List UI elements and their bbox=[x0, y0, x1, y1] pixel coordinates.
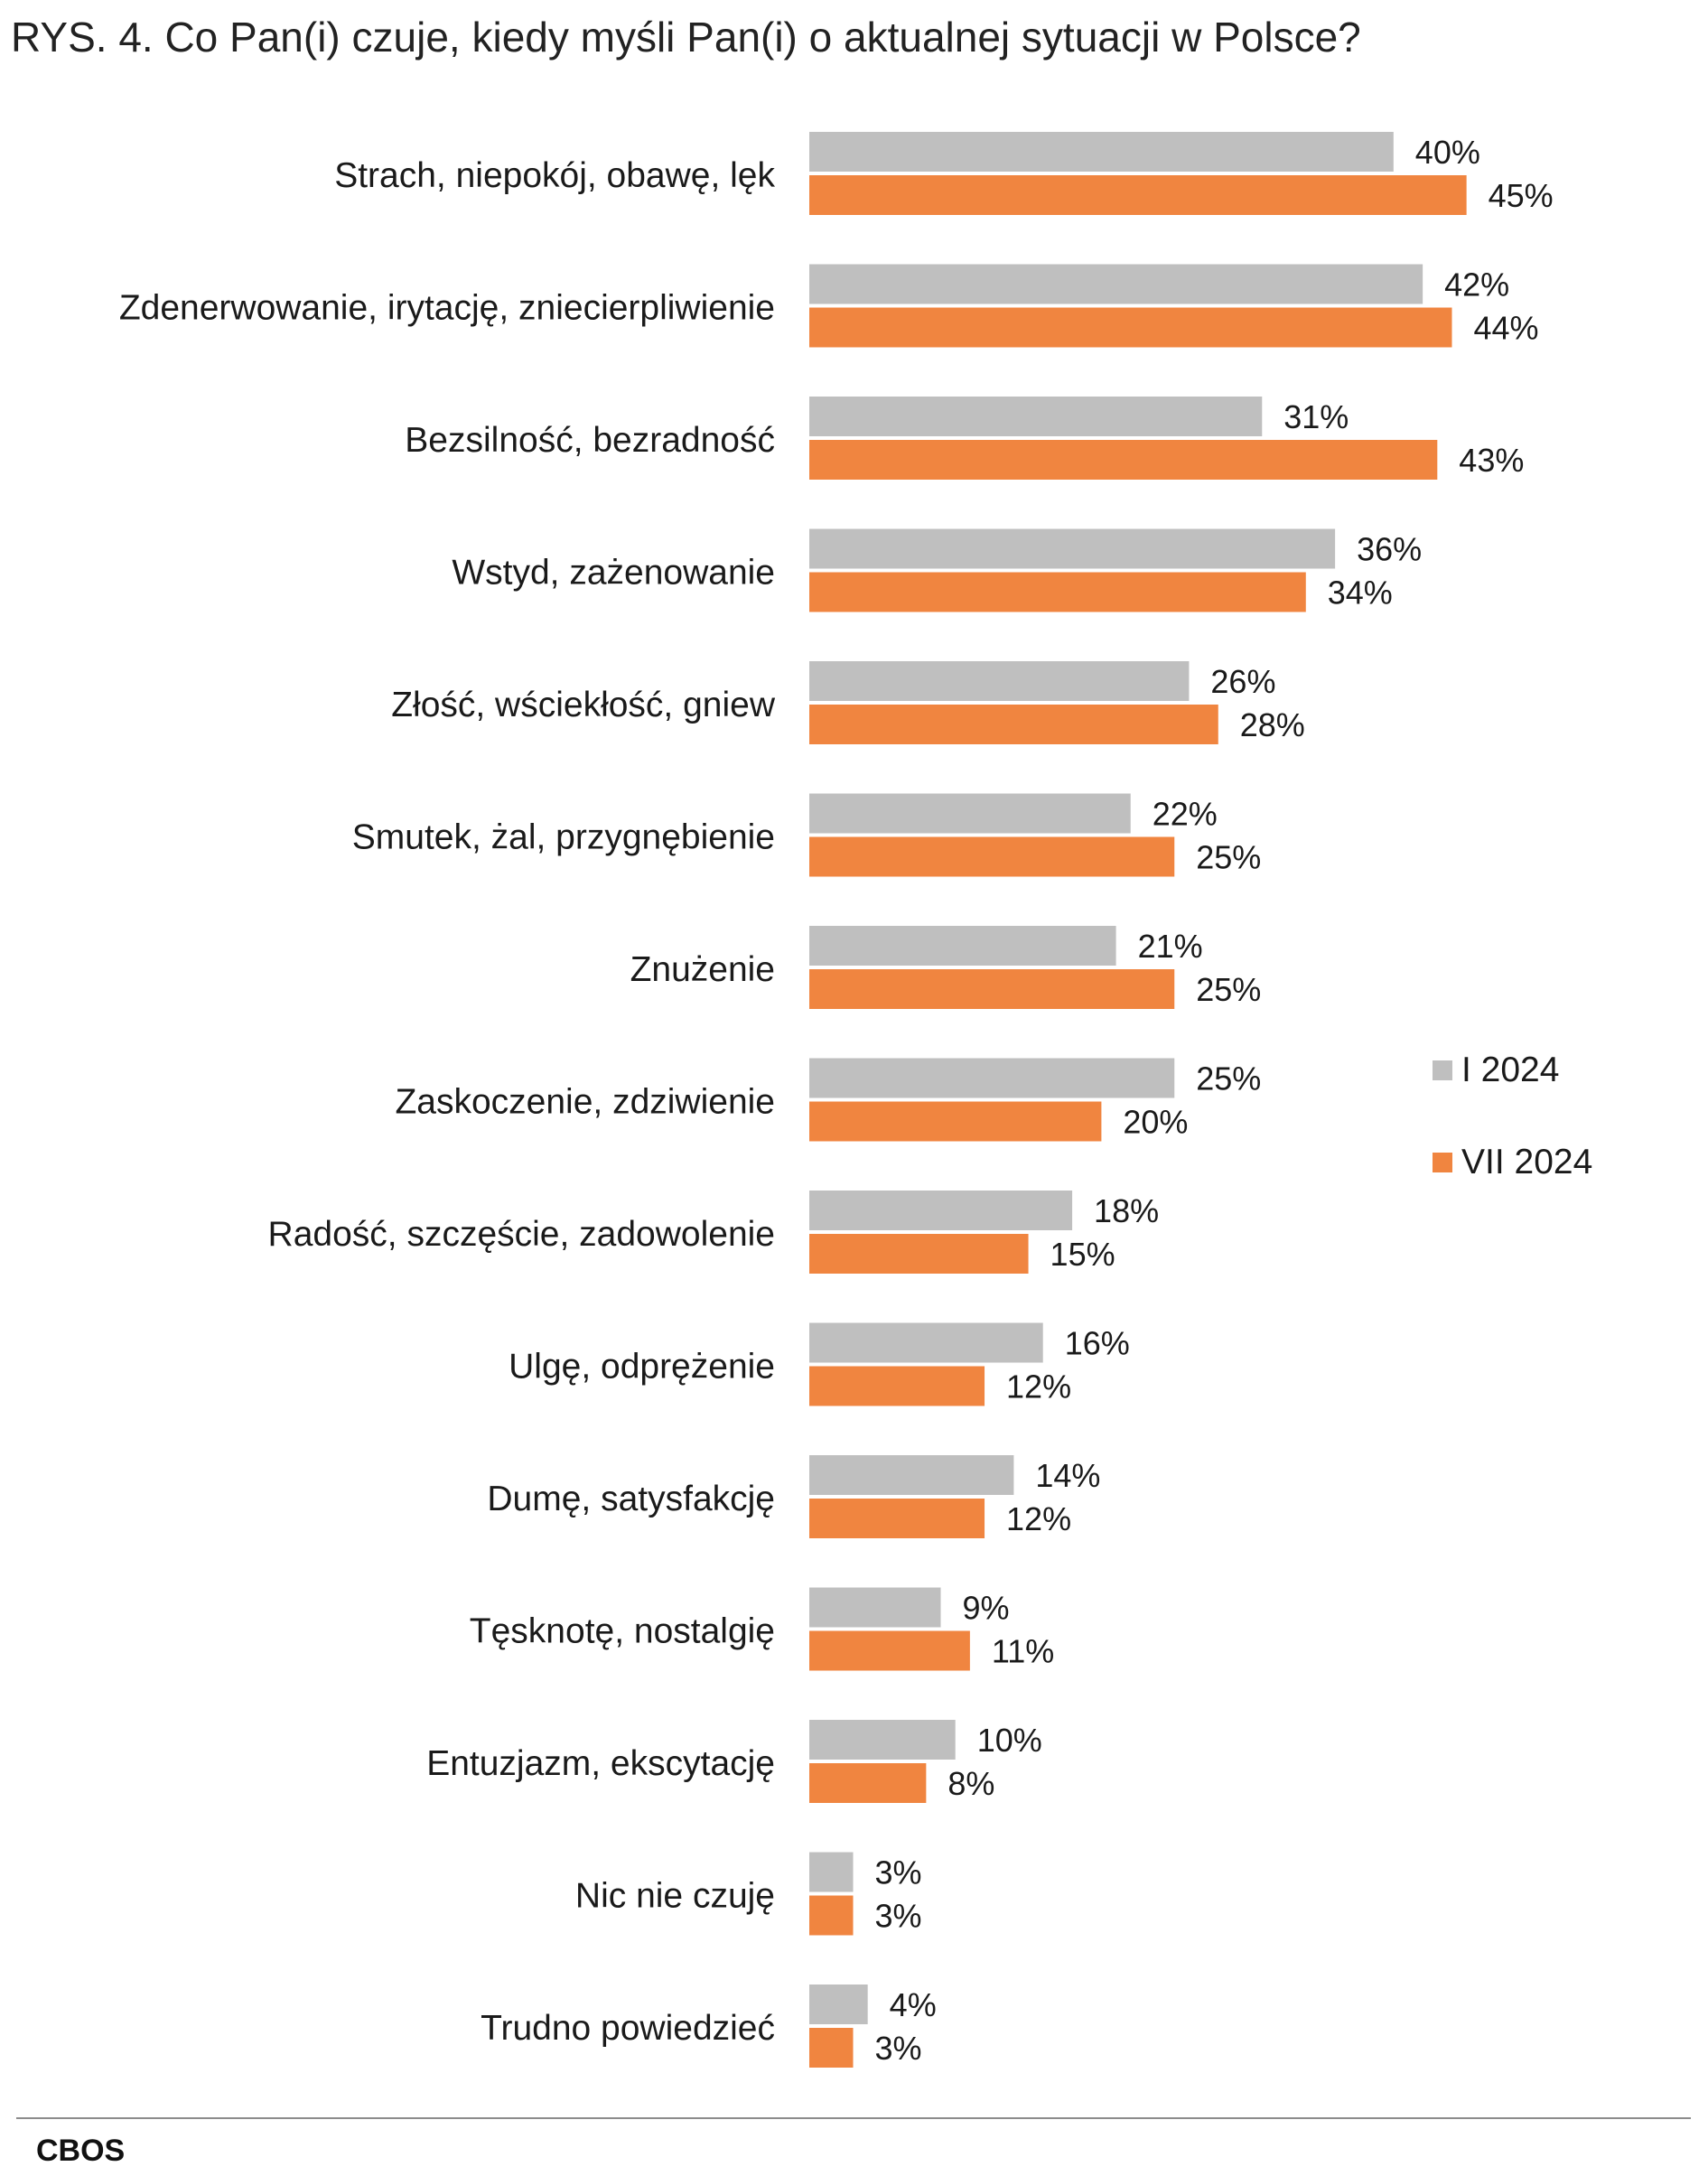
bar-i-2024 bbox=[809, 1720, 956, 1760]
value-label: 3% bbox=[875, 1898, 922, 1935]
legend-swatch bbox=[1433, 1153, 1452, 1172]
value-label: 43% bbox=[1459, 442, 1524, 479]
bar-i-2024 bbox=[809, 1455, 1014, 1495]
value-label: 36% bbox=[1357, 531, 1422, 568]
value-label: 20% bbox=[1123, 1104, 1188, 1141]
legend: I 2024 VII 2024 bbox=[1433, 1051, 1592, 1181]
category-label: Dumę, satysfakcję bbox=[487, 1480, 775, 1518]
legend-label: VII 2024 bbox=[1461, 1143, 1592, 1181]
value-label: 31% bbox=[1283, 398, 1349, 435]
category-label: Zaskoczenie, zdziwienie bbox=[395, 1083, 775, 1122]
bar-vii-2024 bbox=[809, 440, 1438, 480]
bar-i-2024 bbox=[809, 661, 1190, 701]
bar-i-2024 bbox=[809, 528, 1336, 569]
value-label: 34% bbox=[1328, 574, 1393, 612]
bar-vii-2024 bbox=[809, 1234, 1029, 1274]
bar-vii-2024 bbox=[809, 1630, 970, 1671]
category-label: Smutek, żal, przygnębienie bbox=[352, 818, 775, 857]
bar-i-2024 bbox=[809, 926, 1116, 966]
value-label: 4% bbox=[890, 1986, 937, 2023]
bar-vii-2024 bbox=[809, 2028, 854, 2068]
category-label: Trudno powiedzieć bbox=[481, 2009, 775, 2048]
bar-i-2024 bbox=[809, 1852, 854, 1892]
bars bbox=[809, 132, 1467, 2068]
value-label: 11% bbox=[992, 1633, 1054, 1670]
category-label: Nic nie czuję bbox=[575, 1877, 775, 1916]
bar-vii-2024 bbox=[809, 307, 1452, 348]
bar-vii-2024 bbox=[809, 969, 1175, 1009]
value-label: 18% bbox=[1094, 1192, 1159, 1229]
category-label: Tęsknotę, nostalgię bbox=[470, 1612, 775, 1651]
bar-i-2024 bbox=[809, 793, 1131, 834]
value-label: 15% bbox=[1050, 1236, 1115, 1273]
legend-swatch bbox=[1433, 1060, 1452, 1080]
category-label: Złość, wściekłość, gniew bbox=[391, 686, 776, 724]
bar-vii-2024 bbox=[809, 175, 1467, 215]
value-label: 16% bbox=[1065, 1325, 1130, 1362]
bar-vii-2024 bbox=[809, 1499, 985, 1538]
value-label: 3% bbox=[875, 1854, 922, 1891]
category-label: Wstyd, zażenowanie bbox=[452, 554, 775, 593]
category-label: Entuzjazm, ekscytację bbox=[426, 1744, 775, 1783]
value-label: 26% bbox=[1210, 663, 1275, 700]
category-label: Radość, szczęście, zadowolenie bbox=[268, 1215, 775, 1254]
bar-i-2024 bbox=[809, 264, 1423, 304]
category-label: Strach, niepokój, obawę, lęk bbox=[334, 156, 775, 195]
value-label: 9% bbox=[963, 1590, 1010, 1627]
bar-i-2024 bbox=[809, 397, 1263, 436]
bar-i-2024 bbox=[809, 1191, 1073, 1230]
value-label: 25% bbox=[1196, 839, 1261, 876]
category-label: Zdenerwowanie, irytację, zniecierpliwien… bbox=[119, 289, 775, 328]
footer-divider bbox=[16, 2117, 1691, 2119]
bar-i-2024 bbox=[809, 1322, 1043, 1363]
bar-i-2024 bbox=[809, 1058, 1175, 1098]
bar-vii-2024 bbox=[809, 705, 1218, 744]
bar-i-2024 bbox=[809, 1587, 941, 1628]
bar-vii-2024 bbox=[809, 1366, 985, 1406]
value-label: 40% bbox=[1415, 134, 1480, 171]
bar-vii-2024 bbox=[809, 1763, 927, 1803]
legend-label: I 2024 bbox=[1461, 1051, 1559, 1089]
value-label: 25% bbox=[1196, 1060, 1261, 1097]
value-label: 42% bbox=[1444, 266, 1509, 304]
source-label: CBOS bbox=[36, 2134, 126, 2168]
category-label: Bezsilność, bezradność bbox=[405, 421, 775, 460]
value-labels: 40%45% 42% 44% 31% 43% 36% 34% 26% 28% 22% 25% 21% 2… bbox=[875, 134, 1554, 2067]
value-label: 8% bbox=[947, 1765, 994, 1802]
bar-chart: Strach, niepokój, obawę, lęk Zdenerwowani… bbox=[119, 132, 1592, 2068]
category-labels: Strach, niepokój, obawę, lęk Zdenerwowani… bbox=[119, 156, 776, 2048]
bar-i-2024 bbox=[809, 132, 1394, 172]
value-label: 25% bbox=[1196, 971, 1261, 1008]
bar-vii-2024 bbox=[809, 836, 1175, 877]
bar-vii-2024 bbox=[809, 572, 1306, 612]
value-label: 14% bbox=[1035, 1457, 1100, 1494]
value-label: 12% bbox=[1006, 1368, 1071, 1406]
value-label: 44% bbox=[1473, 310, 1538, 347]
value-label: 3% bbox=[875, 2030, 922, 2067]
value-label: 22% bbox=[1153, 796, 1218, 833]
category-label: Ulgę, odprężenie bbox=[509, 1348, 775, 1387]
bar-i-2024 bbox=[809, 1985, 868, 2024]
value-label: 12% bbox=[1006, 1500, 1071, 1537]
value-label: 45% bbox=[1489, 177, 1554, 214]
value-label: 21% bbox=[1138, 928, 1203, 965]
value-label: 10% bbox=[977, 1722, 1042, 1759]
bar-vii-2024 bbox=[809, 1895, 854, 1936]
category-label: Znużenie bbox=[630, 950, 775, 989]
chart-title: RYS. 4. Co Pan(i) czuje, kiedy myśli Pan… bbox=[11, 14, 1361, 61]
bar-vii-2024 bbox=[809, 1101, 1102, 1142]
value-label: 28% bbox=[1240, 706, 1305, 743]
